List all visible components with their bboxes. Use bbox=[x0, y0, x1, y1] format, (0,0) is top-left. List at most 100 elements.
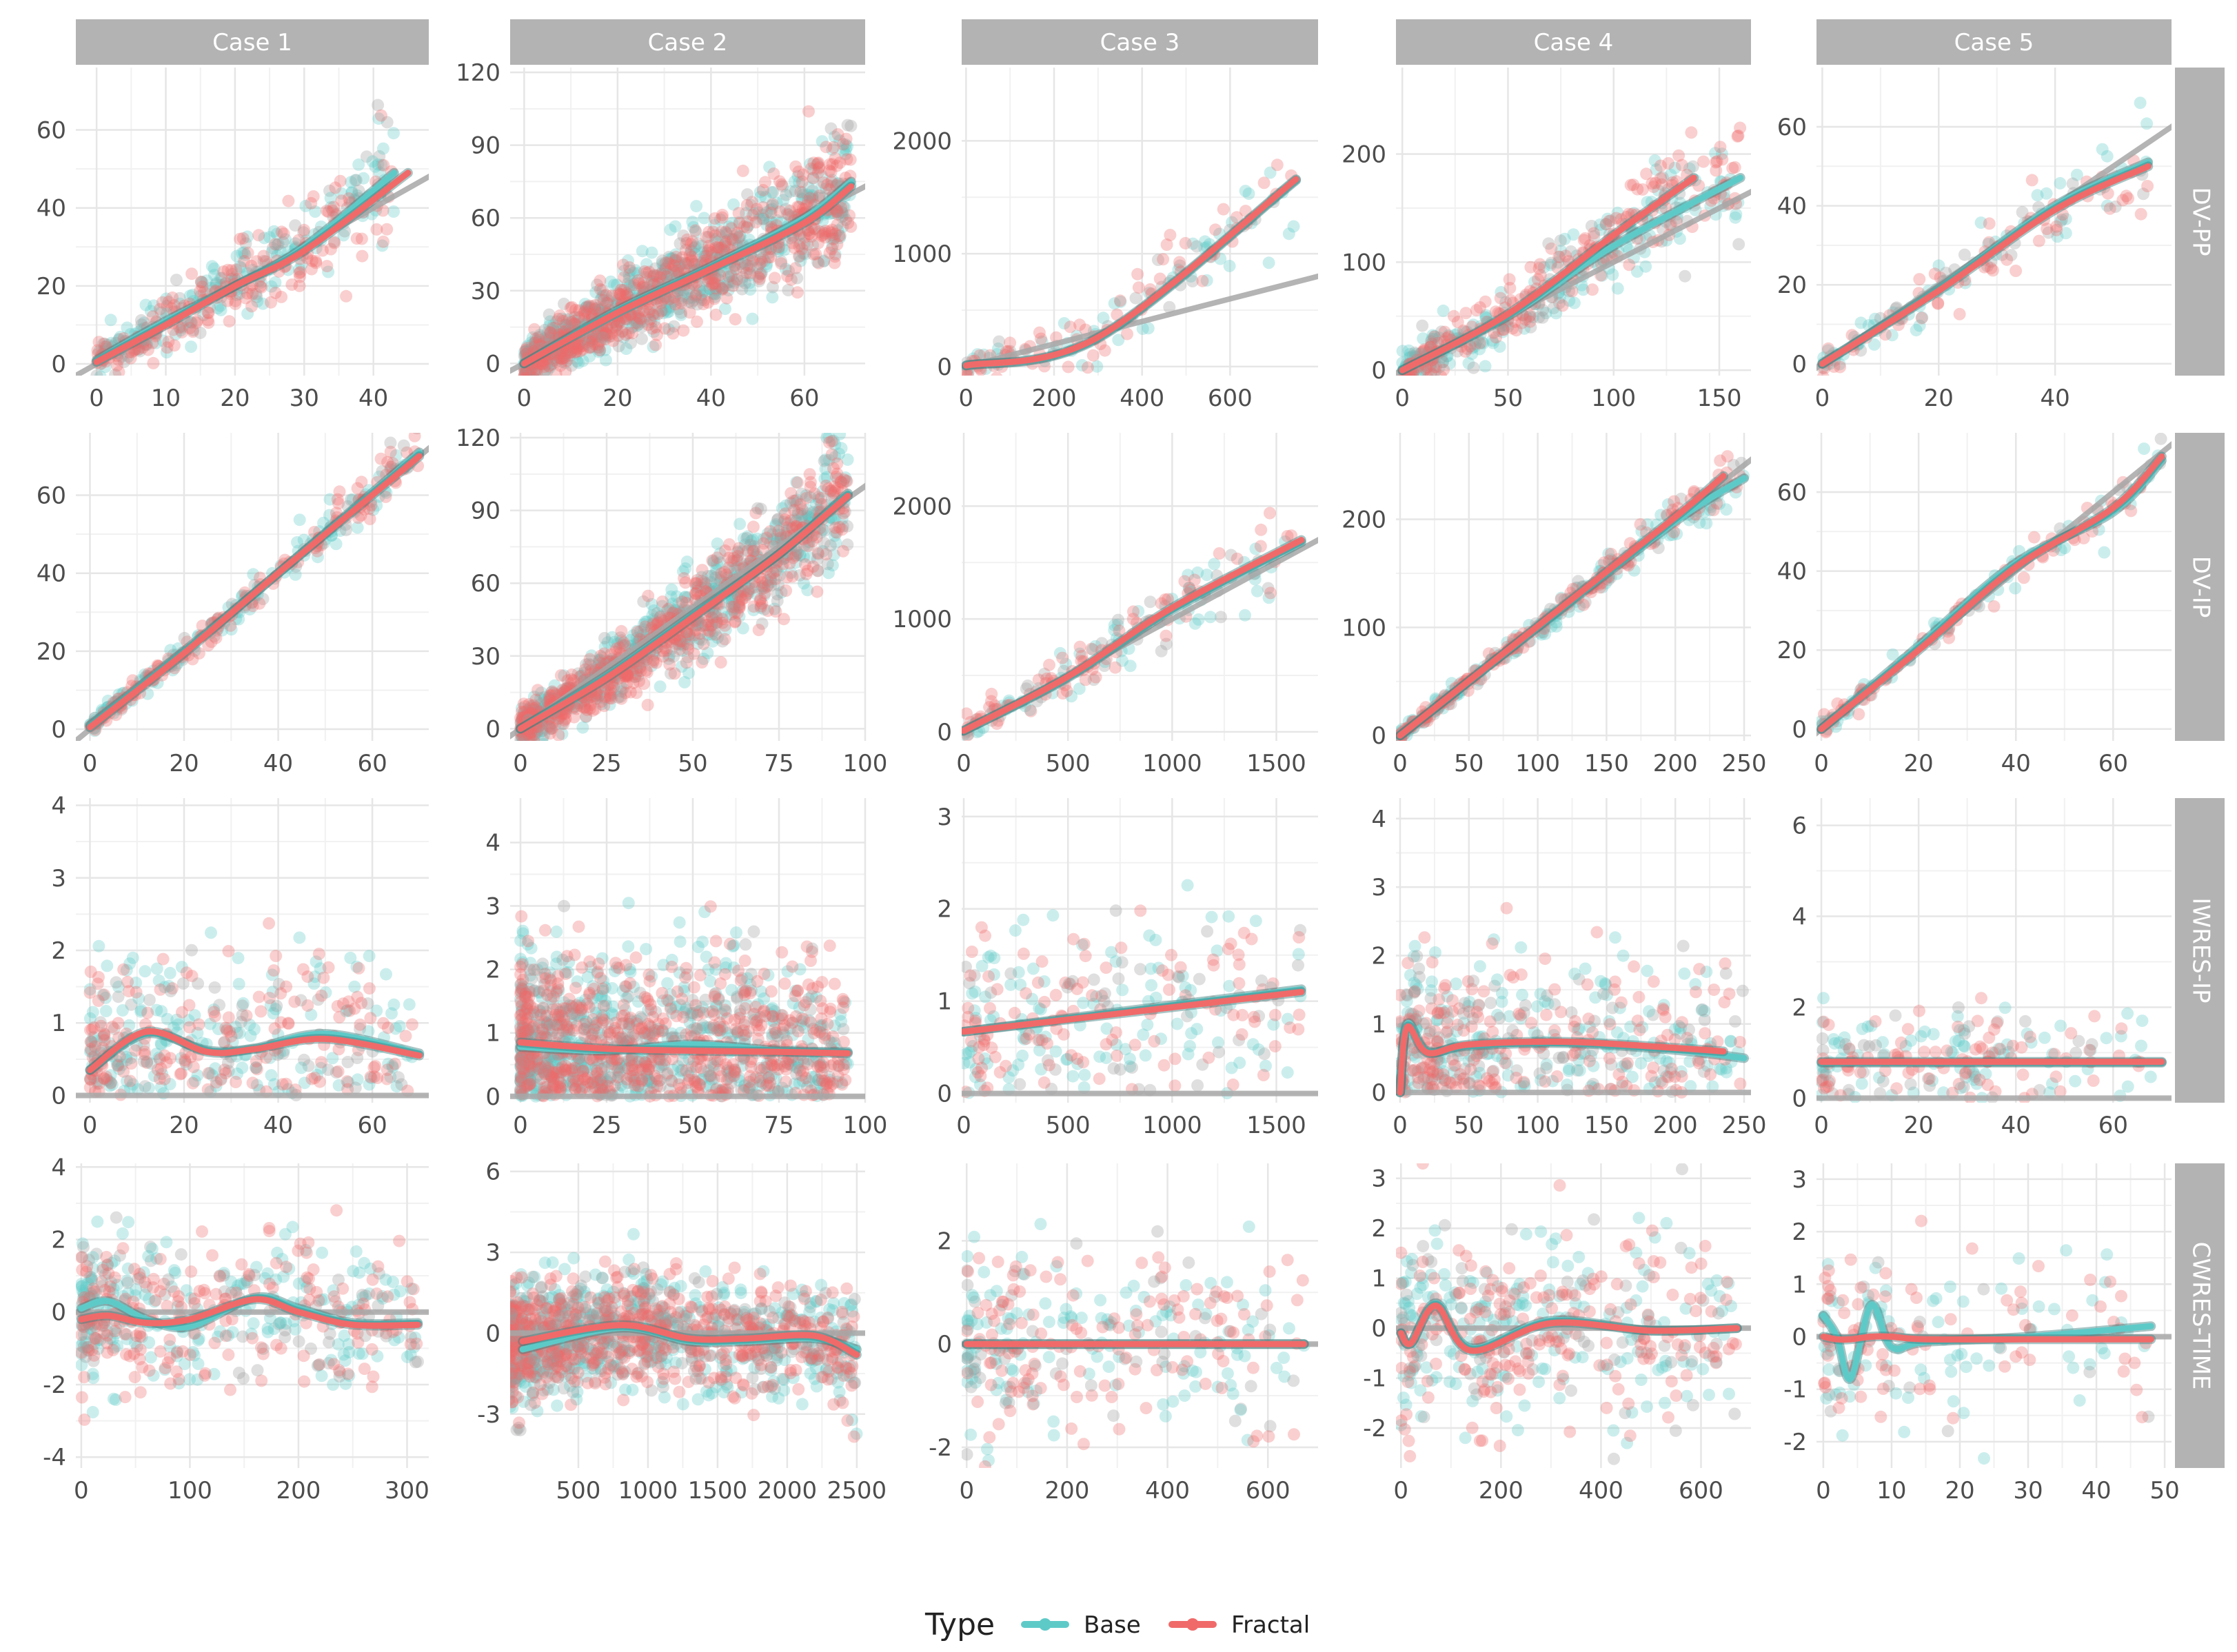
data-point bbox=[797, 247, 810, 260]
data-point bbox=[812, 192, 825, 204]
data-point bbox=[719, 240, 732, 253]
data-point bbox=[1062, 360, 1075, 374]
y-tick-label: 200 bbox=[1342, 506, 1386, 533]
data-point bbox=[525, 338, 538, 351]
data-point bbox=[1552, 256, 1564, 269]
data-point bbox=[675, 306, 687, 319]
data-point bbox=[736, 271, 749, 284]
data-point bbox=[372, 158, 385, 171]
data-point bbox=[1499, 296, 1512, 309]
data-point bbox=[340, 289, 353, 303]
data-point bbox=[806, 184, 819, 197]
data-point bbox=[2031, 189, 2044, 202]
data-point bbox=[1142, 322, 1155, 335]
data-point bbox=[211, 302, 224, 315]
row-strip-bg bbox=[2175, 433, 2225, 741]
data-point bbox=[537, 368, 550, 376]
data-point bbox=[765, 251, 778, 264]
data-point bbox=[620, 287, 633, 300]
data-point bbox=[669, 250, 682, 263]
data-point bbox=[718, 303, 731, 316]
data-point bbox=[270, 238, 283, 252]
data-point bbox=[682, 295, 696, 308]
data-point bbox=[239, 237, 252, 250]
data-point bbox=[307, 190, 320, 203]
data-point bbox=[525, 336, 538, 349]
data-point bbox=[709, 276, 722, 289]
data-point bbox=[812, 162, 825, 175]
data-point bbox=[785, 273, 798, 286]
data-point bbox=[294, 270, 306, 283]
data-point bbox=[679, 243, 692, 256]
data-point bbox=[1213, 227, 1226, 241]
data-point bbox=[521, 364, 534, 376]
data-point bbox=[831, 204, 844, 217]
data-point bbox=[140, 338, 153, 351]
scatter-points bbox=[1396, 121, 1747, 376]
data-point bbox=[1492, 324, 1505, 337]
data-point bbox=[716, 283, 729, 296]
data-point bbox=[829, 250, 842, 263]
data-point bbox=[791, 272, 804, 285]
data-point bbox=[640, 281, 653, 294]
data-point bbox=[829, 247, 842, 261]
data-point bbox=[635, 332, 648, 345]
data-point bbox=[598, 632, 611, 644]
data-point bbox=[680, 236, 693, 249]
data-point bbox=[689, 241, 702, 254]
data-point bbox=[791, 476, 804, 489]
data-point bbox=[356, 249, 369, 263]
data-point bbox=[647, 655, 660, 669]
data-point bbox=[656, 268, 669, 281]
data-point bbox=[844, 119, 858, 132]
data-point bbox=[800, 188, 813, 201]
data-point bbox=[647, 269, 660, 282]
data-point bbox=[759, 176, 771, 189]
x-tick-label: 20 bbox=[1924, 385, 1954, 412]
data-point bbox=[565, 345, 578, 357]
data-point bbox=[1422, 371, 1434, 376]
data-point bbox=[818, 524, 831, 538]
data-point bbox=[549, 321, 561, 334]
data-point bbox=[709, 308, 722, 321]
data-point bbox=[1196, 274, 1209, 287]
data-point bbox=[689, 225, 702, 238]
data-point bbox=[685, 254, 698, 267]
data-point bbox=[349, 174, 362, 187]
data-point bbox=[236, 247, 249, 260]
data-point bbox=[734, 258, 747, 270]
data-point bbox=[600, 289, 613, 302]
data-point bbox=[694, 627, 707, 640]
data-point bbox=[804, 476, 817, 489]
data-point bbox=[139, 298, 152, 312]
data-point bbox=[257, 254, 270, 267]
data-point bbox=[745, 198, 758, 212]
data-point bbox=[711, 235, 724, 248]
data-point bbox=[768, 272, 781, 285]
data-point bbox=[839, 138, 852, 151]
data-point bbox=[775, 178, 788, 191]
data-point bbox=[543, 308, 556, 321]
data-point bbox=[563, 313, 576, 326]
data-point bbox=[327, 235, 341, 248]
data-point bbox=[659, 263, 672, 275]
data-point bbox=[611, 329, 625, 342]
data-point bbox=[725, 222, 738, 235]
data-point bbox=[826, 223, 838, 236]
data-point bbox=[175, 326, 188, 339]
data-point bbox=[605, 648, 618, 661]
data-point bbox=[250, 290, 263, 303]
data-point bbox=[766, 291, 779, 304]
data-point bbox=[695, 239, 708, 252]
data-point bbox=[553, 351, 565, 364]
data-point bbox=[645, 322, 658, 335]
data-point bbox=[541, 358, 554, 371]
data-point bbox=[689, 288, 702, 301]
data-point bbox=[612, 287, 625, 300]
data-point bbox=[979, 376, 991, 388]
column-strip: Case 3 bbox=[962, 19, 1318, 65]
data-point bbox=[826, 174, 839, 187]
data-point bbox=[765, 206, 778, 219]
data-point bbox=[754, 190, 767, 203]
